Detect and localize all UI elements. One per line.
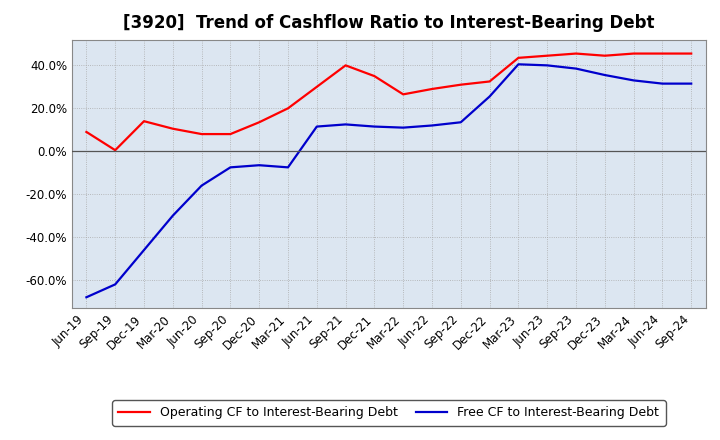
Free CF to Interest-Bearing Debt [600, 73, 609, 78]
Free CF to Interest-Bearing Debt [140, 247, 148, 253]
Operating CF to Interest-Bearing Debt [226, 132, 235, 137]
Free CF to Interest-Bearing Debt [226, 165, 235, 170]
Operating CF to Interest-Bearing Debt [82, 129, 91, 135]
Operating CF to Interest-Bearing Debt [658, 51, 667, 56]
Legend: Operating CF to Interest-Bearing Debt, Free CF to Interest-Bearing Debt: Operating CF to Interest-Bearing Debt, F… [112, 400, 665, 425]
Free CF to Interest-Bearing Debt [197, 183, 206, 188]
Free CF to Interest-Bearing Debt [370, 124, 379, 129]
Free CF to Interest-Bearing Debt [111, 282, 120, 287]
Operating CF to Interest-Bearing Debt [312, 84, 321, 89]
Free CF to Interest-Bearing Debt [629, 78, 638, 83]
Operating CF to Interest-Bearing Debt [111, 147, 120, 153]
Free CF to Interest-Bearing Debt [399, 125, 408, 130]
Operating CF to Interest-Bearing Debt [572, 51, 580, 56]
Operating CF to Interest-Bearing Debt [399, 92, 408, 97]
Free CF to Interest-Bearing Debt [658, 81, 667, 86]
Title: [3920]  Trend of Cashflow Ratio to Interest-Bearing Debt: [3920] Trend of Cashflow Ratio to Intere… [123, 15, 654, 33]
Operating CF to Interest-Bearing Debt [168, 126, 177, 132]
Line: Operating CF to Interest-Bearing Debt: Operating CF to Interest-Bearing Debt [86, 54, 691, 150]
Free CF to Interest-Bearing Debt [255, 162, 264, 168]
Operating CF to Interest-Bearing Debt [456, 82, 465, 87]
Free CF to Interest-Bearing Debt [284, 165, 292, 170]
Operating CF to Interest-Bearing Debt [543, 53, 552, 59]
Operating CF to Interest-Bearing Debt [428, 86, 436, 92]
Free CF to Interest-Bearing Debt [543, 63, 552, 68]
Free CF to Interest-Bearing Debt [572, 66, 580, 71]
Line: Free CF to Interest-Bearing Debt: Free CF to Interest-Bearing Debt [86, 64, 691, 297]
Operating CF to Interest-Bearing Debt [687, 51, 696, 56]
Free CF to Interest-Bearing Debt [485, 94, 494, 99]
Free CF to Interest-Bearing Debt [312, 124, 321, 129]
Operating CF to Interest-Bearing Debt [284, 106, 292, 111]
Free CF to Interest-Bearing Debt [82, 295, 91, 300]
Operating CF to Interest-Bearing Debt [600, 53, 609, 59]
Operating CF to Interest-Bearing Debt [140, 118, 148, 124]
Operating CF to Interest-Bearing Debt [255, 120, 264, 125]
Free CF to Interest-Bearing Debt [168, 213, 177, 218]
Operating CF to Interest-Bearing Debt [629, 51, 638, 56]
Free CF to Interest-Bearing Debt [514, 62, 523, 67]
Operating CF to Interest-Bearing Debt [197, 132, 206, 137]
Operating CF to Interest-Bearing Debt [341, 63, 350, 68]
Free CF to Interest-Bearing Debt [456, 120, 465, 125]
Operating CF to Interest-Bearing Debt [370, 73, 379, 79]
Free CF to Interest-Bearing Debt [428, 123, 436, 128]
Operating CF to Interest-Bearing Debt [485, 79, 494, 84]
Free CF to Interest-Bearing Debt [341, 122, 350, 127]
Operating CF to Interest-Bearing Debt [514, 55, 523, 60]
Free CF to Interest-Bearing Debt [687, 81, 696, 86]
